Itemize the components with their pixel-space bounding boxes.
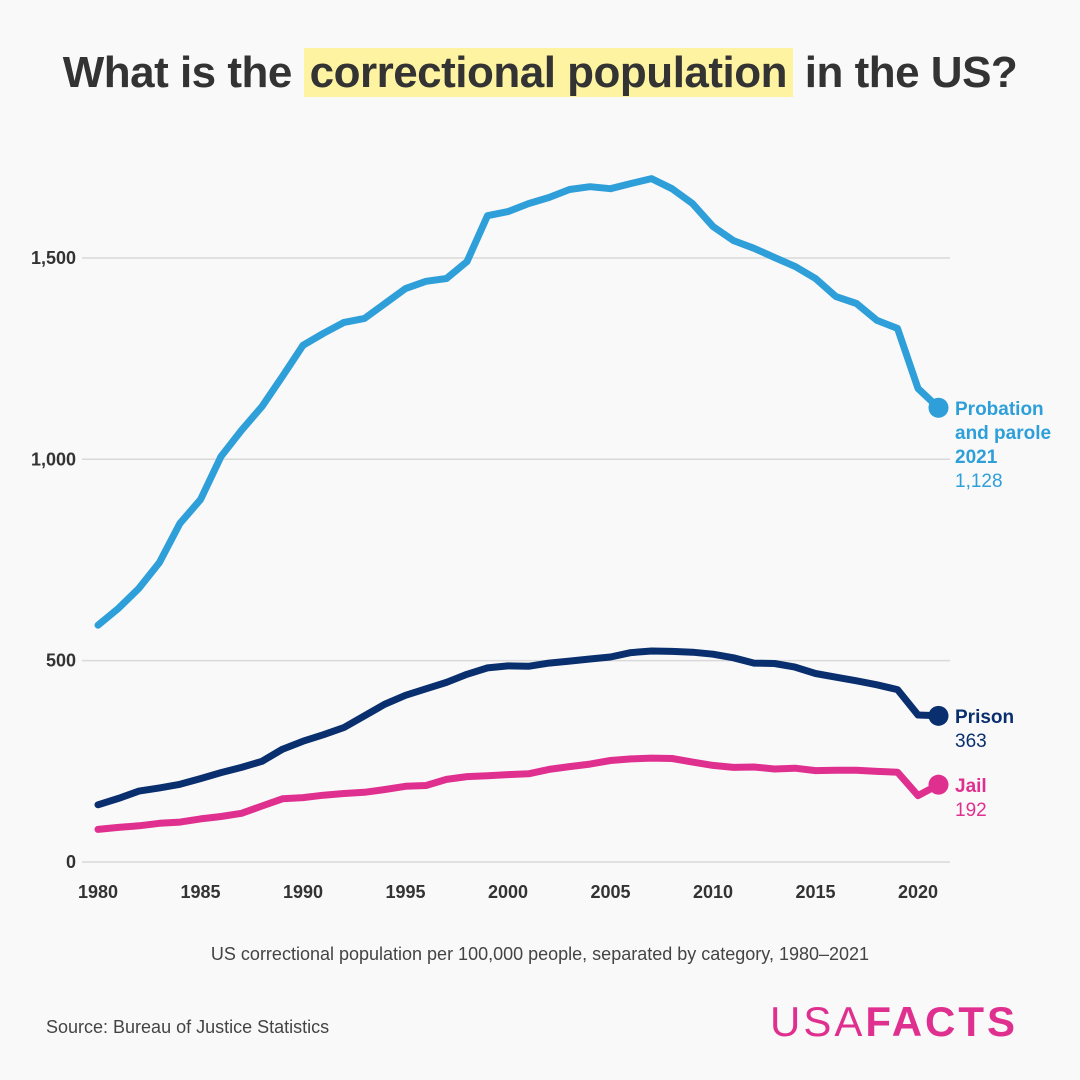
jail-end-point	[928, 774, 949, 795]
prison-line	[94, 647, 942, 809]
probation-series-name: Probation and parole	[955, 399, 1052, 444]
x-tick-label: 2005	[590, 882, 630, 902]
jail-end-value: 192	[955, 800, 987, 821]
x-tick-label: 1980	[78, 882, 118, 902]
x-tick-label: 2020	[898, 882, 938, 902]
probation-label: Probation and parole 2021 1,128	[955, 398, 1075, 494]
prison-label: Prison 363	[955, 706, 1014, 754]
x-tick-label: 1995	[385, 882, 425, 902]
jail-label: Jail 192	[955, 775, 987, 823]
prison-end-value: 363	[955, 731, 987, 752]
title-post: in the US?	[793, 48, 1018, 97]
probation-end-point	[928, 397, 949, 418]
y-tick-label: 1,500	[31, 248, 76, 268]
title-highlight: correctional population	[303, 48, 794, 97]
prison-series-name: Prison	[955, 707, 1015, 728]
x-tick-label: 1985	[180, 882, 220, 902]
x-tick-label: 2000	[488, 882, 528, 902]
chart-subtitle: US correctional population per 100,000 p…	[210, 944, 870, 964]
y-tick-label: 0	[66, 852, 76, 872]
prison-end-point	[928, 705, 949, 726]
y-tick-label: 1,000	[31, 449, 76, 469]
probation-end-year: 2021	[955, 447, 998, 468]
usafacts-logo: USAFACTS	[770, 998, 1019, 1045]
probation-end-value: 1,128	[955, 471, 1003, 492]
jail-series-name: Jail	[955, 776, 987, 797]
probation-line	[94, 175, 942, 629]
x-tick-label: 2015	[795, 882, 835, 902]
title-pre: What is the	[62, 48, 304, 97]
jail-line	[94, 754, 942, 833]
source-note: Source: Bureau of Justice Statistics	[46, 1017, 330, 1037]
page-title: What is the correctional population in t…	[0, 48, 1080, 98]
x-tick-label: 2010	[693, 882, 733, 902]
y-tick-label: 500	[46, 651, 76, 671]
x-tick-label: 1990	[283, 882, 323, 902]
